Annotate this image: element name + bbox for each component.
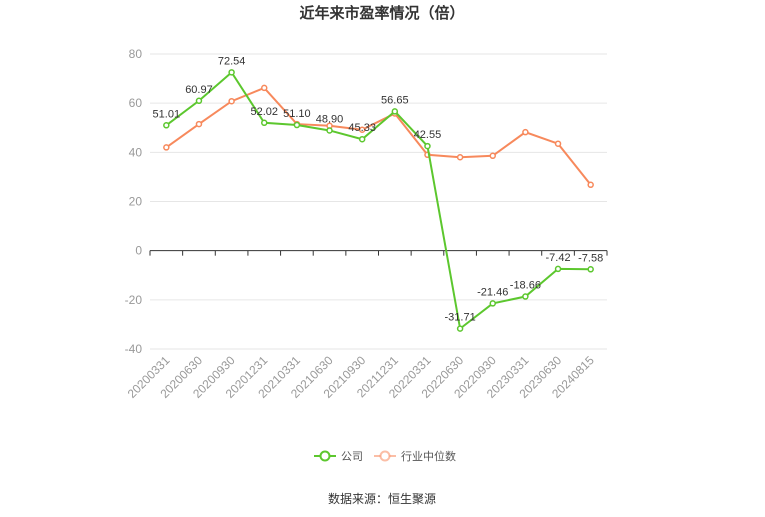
data-label: -7.58 (578, 252, 603, 264)
data-point[interactable] (522, 128, 529, 136)
data-point[interactable] (261, 84, 268, 92)
data-labels: 51.01 60.97 72.54 52.02 51.10 48.90 45.33 56.65… (153, 55, 604, 323)
legend-marker (319, 450, 331, 462)
data-point[interactable] (587, 266, 594, 273)
y-tick-label: 20 (129, 195, 143, 209)
data-point[interactable] (195, 97, 203, 105)
data-point[interactable] (163, 144, 170, 151)
y-tick-label: -40 (125, 342, 143, 356)
data-label: -18.66 (510, 280, 541, 292)
legend-label: 公司 (341, 450, 363, 463)
y-tick-label: 80 (129, 47, 143, 61)
data-point[interactable] (587, 181, 594, 189)
data-label: 52.02 (250, 106, 278, 118)
data-point[interactable] (293, 121, 301, 129)
grid-lines (150, 53, 607, 350)
chart-title: 近年来市盈率情况（倍） (299, 4, 464, 22)
data-label: 42.55 (414, 129, 442, 141)
data-label: -7.42 (545, 252, 570, 264)
series-lines (163, 69, 594, 332)
data-point[interactable] (554, 265, 562, 273)
data-label: -21.46 (477, 286, 508, 298)
data-point[interactable] (489, 152, 496, 160)
y-tick-label: -20 (125, 293, 143, 307)
y-tick-label: 60 (129, 96, 143, 110)
data-label: 48.90 (316, 113, 344, 125)
data-point[interactable] (261, 119, 268, 127)
legend-item-industry-median[interactable]: 行业中位数 (374, 449, 456, 463)
data-point[interactable] (358, 126, 366, 133)
series-line-company (165, 70, 591, 331)
data-label: 45.33 (348, 122, 376, 134)
data-label: -31.71 (445, 312, 476, 324)
data-label: 51.01 (153, 108, 181, 120)
data-point[interactable] (424, 142, 431, 150)
legend-item-company[interactable]: 公司 (314, 450, 363, 463)
series-line-industry-median (165, 86, 592, 186)
data-point[interactable] (456, 154, 464, 161)
y-tick-label: 40 (129, 145, 143, 159)
data-point[interactable] (195, 120, 203, 128)
y-tick-label: 0 (135, 244, 142, 258)
source-note: 数据来源：恒生聚源 (328, 491, 436, 506)
data-point[interactable] (358, 135, 366, 143)
data-point[interactable] (522, 293, 529, 300)
data-label: 56.65 (381, 94, 409, 106)
data-point[interactable] (163, 122, 170, 129)
data-label: 72.54 (218, 55, 246, 67)
data-point[interactable] (456, 325, 464, 332)
data-point[interactable] (228, 69, 235, 76)
legend-marker (379, 450, 391, 462)
data-point[interactable] (489, 300, 496, 307)
data-point[interactable] (326, 127, 333, 134)
data-point[interactable] (228, 97, 235, 105)
data-label: 51.10 (283, 108, 311, 120)
data-point[interactable] (554, 140, 562, 147)
data-point[interactable] (391, 108, 399, 115)
legend[interactable]: 公司 行业中位数 (314, 449, 456, 463)
legend-label: 行业中位数 (401, 449, 456, 463)
data-label: 60.97 (185, 84, 213, 96)
